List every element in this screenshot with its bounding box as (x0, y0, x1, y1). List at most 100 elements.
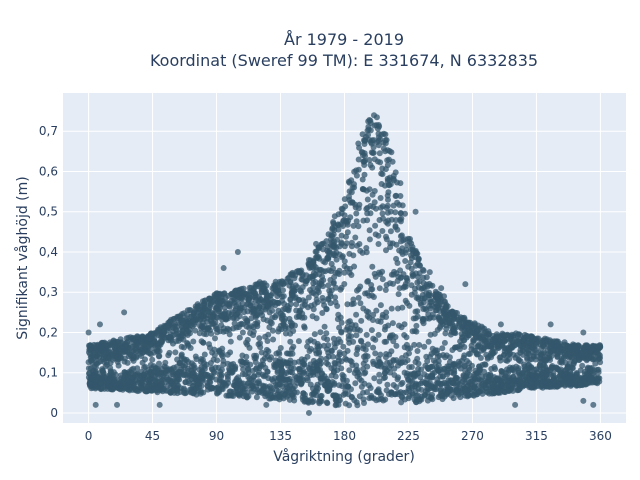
data-point (402, 258, 409, 264)
data-point (548, 353, 555, 360)
data-point (383, 309, 390, 316)
data-point (318, 355, 325, 362)
data-point (339, 375, 346, 382)
data-point (149, 356, 156, 363)
data-point (340, 223, 346, 229)
data-point (348, 358, 355, 365)
data-point (134, 365, 141, 372)
data-point (103, 343, 110, 349)
x-tick-label: 225 (397, 429, 420, 443)
data-point (448, 310, 455, 317)
data-point (441, 293, 448, 300)
data-point (484, 355, 491, 362)
data-point (344, 301, 351, 308)
data-point (252, 297, 259, 303)
data-point (198, 373, 204, 380)
data-point (465, 391, 472, 398)
data-point (382, 396, 389, 403)
data-point (376, 285, 383, 292)
data-point (127, 345, 134, 352)
data-point (425, 393, 432, 400)
data-point (543, 371, 550, 378)
data-point (456, 320, 463, 327)
data-point (190, 374, 197, 381)
data-point (395, 391, 401, 398)
data-point (242, 371, 249, 378)
data-point (379, 165, 386, 172)
data-point (379, 171, 386, 178)
data-point (384, 192, 391, 199)
data-point (515, 340, 522, 347)
data-point (313, 292, 319, 298)
data-point (260, 361, 267, 368)
data-point (346, 367, 353, 374)
data-point (368, 392, 375, 399)
data-point (353, 210, 360, 217)
data-point (243, 353, 250, 360)
data-point (165, 334, 172, 341)
data-point (250, 377, 257, 384)
data-point (268, 292, 274, 299)
x-tick-label: 270 (461, 429, 484, 443)
data-point (315, 385, 322, 392)
data-point (277, 345, 284, 351)
data-point (422, 305, 429, 312)
data-point (341, 350, 348, 357)
data-point (499, 379, 506, 386)
data-point (287, 296, 294, 302)
data-point (342, 400, 349, 407)
data-point (338, 328, 345, 335)
data-point (422, 380, 429, 387)
data-point (235, 391, 242, 398)
data-point (313, 240, 320, 247)
data-point (348, 239, 355, 246)
data-point (468, 342, 475, 349)
data-point (375, 130, 382, 137)
data-point (158, 376, 165, 382)
data-point (92, 368, 99, 375)
data-point (413, 392, 420, 399)
x-tick-label: 315 (525, 429, 548, 443)
data-point (372, 350, 379, 357)
y-tick-label: 0,6 (39, 164, 58, 178)
data-point (366, 157, 373, 163)
data-point (215, 386, 222, 393)
data-point (414, 250, 421, 257)
data-point (476, 388, 483, 395)
data-point (334, 270, 341, 276)
data-point (290, 343, 297, 350)
data-point (355, 294, 362, 301)
data-point (155, 326, 162, 333)
data-point (339, 383, 346, 390)
data-point (146, 378, 153, 385)
data-point (89, 355, 96, 362)
data-point (342, 203, 349, 210)
data-point (415, 284, 422, 291)
data-point (331, 359, 338, 366)
data-point (562, 353, 569, 360)
data-point (301, 323, 308, 330)
data-point (386, 359, 393, 366)
data-point (362, 369, 369, 376)
data-point (225, 301, 231, 308)
data-point (294, 379, 301, 386)
data-point (438, 285, 445, 292)
data-point (434, 380, 441, 387)
y-axis-ticks: 0 0,1 0,2 0,3 0,4 0,5 0,6 0,7 (39, 124, 58, 420)
data-point (303, 272, 310, 279)
data-point (471, 384, 478, 391)
data-point (170, 315, 177, 322)
data-point (364, 204, 371, 211)
data-point (449, 347, 456, 353)
data-point (379, 228, 386, 234)
data-point (440, 313, 447, 320)
data-point (333, 393, 340, 399)
data-point (416, 342, 423, 348)
data-point (99, 367, 106, 374)
data-point (88, 385, 95, 392)
data-point (331, 344, 338, 351)
data-point (97, 347, 104, 354)
data-point (410, 315, 417, 322)
data-point (256, 279, 263, 286)
